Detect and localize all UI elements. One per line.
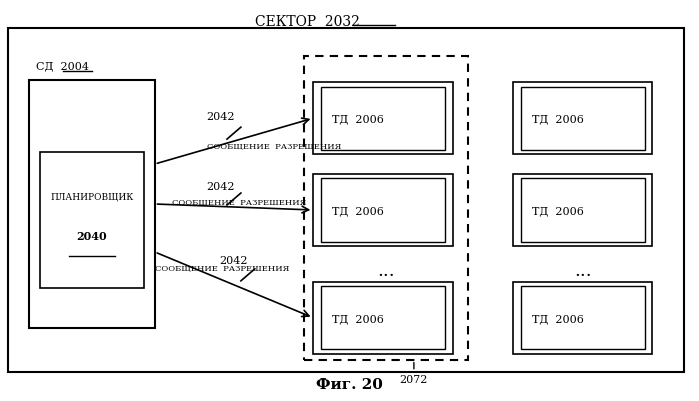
Text: ТД  2006: ТД 2006 (332, 205, 384, 215)
Text: СЕКТОР  2032: СЕКТОР 2032 (255, 15, 360, 29)
Bar (321, 87, 445, 150)
Text: ТД  2006: ТД 2006 (532, 313, 584, 323)
Text: ТД  2006: ТД 2006 (332, 313, 384, 323)
Bar (513, 282, 652, 354)
Text: Фиг. 20: Фиг. 20 (316, 377, 383, 391)
Text: 2042: 2042 (206, 112, 234, 122)
Text: ТД  2006: ТД 2006 (532, 205, 584, 215)
Text: ТД  2006: ТД 2006 (532, 114, 584, 124)
Bar (313, 83, 452, 155)
Bar (521, 179, 644, 242)
Text: 2042: 2042 (219, 255, 248, 265)
Bar (513, 174, 652, 246)
Bar (513, 83, 652, 155)
Bar (8, 29, 684, 372)
Text: СООБЩЕНИЕ  РАЗРЕШЕНИЯ: СООБЩЕНИЕ РАЗРЕШЕНИЯ (154, 264, 289, 272)
Bar (313, 282, 452, 354)
Bar (40, 153, 144, 288)
Text: ТД  2006: ТД 2006 (332, 114, 384, 124)
Text: СД  2004: СД 2004 (36, 61, 89, 71)
Text: ...: ... (377, 261, 395, 279)
Bar (321, 287, 445, 349)
Text: 2042: 2042 (206, 182, 234, 192)
Text: ПЛАНИРОВЩИК: ПЛАНИРОВЩИК (50, 192, 134, 201)
Bar (321, 179, 445, 242)
Bar (304, 57, 468, 360)
Bar (521, 287, 644, 349)
Bar (521, 87, 644, 150)
Bar (29, 81, 154, 328)
Text: ...: ... (574, 261, 591, 279)
Bar (313, 174, 452, 246)
Text: СООБЩЕНИЕ  РАЗРЕШЕНИЯ: СООБЩЕНИЕ РАЗРЕШЕНИЯ (172, 198, 306, 207)
Text: 2040: 2040 (77, 231, 107, 242)
Text: 2072: 2072 (400, 374, 428, 384)
Text: СООБЩЕНИЕ  РАЗРЕШЕНИЯ: СООБЩЕНИЕ РАЗРЕШЕНИЯ (207, 143, 341, 151)
